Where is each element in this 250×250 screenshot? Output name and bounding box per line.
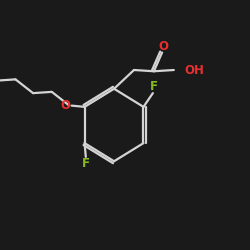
- Text: F: F: [82, 158, 90, 170]
- Text: O: O: [60, 99, 70, 112]
- Text: F: F: [150, 80, 158, 93]
- Text: O: O: [158, 40, 168, 53]
- Text: OH: OH: [184, 64, 204, 76]
